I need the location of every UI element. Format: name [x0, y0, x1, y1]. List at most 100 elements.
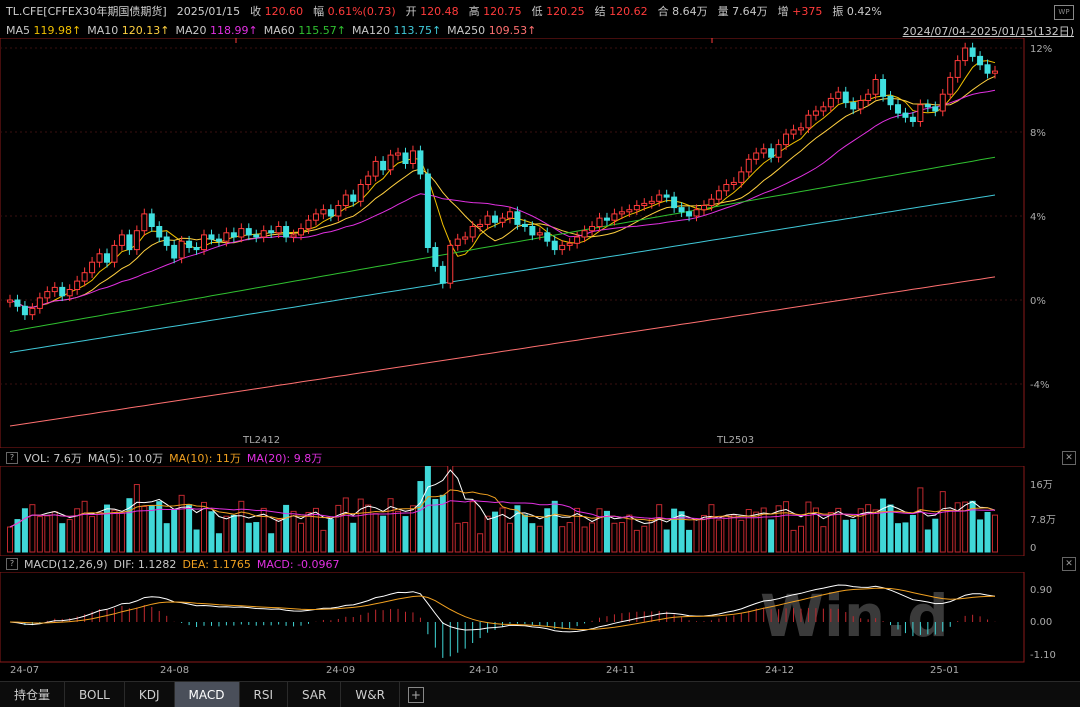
volume-bar	[89, 516, 96, 553]
macd-tick-0-90: 0.90	[1030, 585, 1052, 596]
ma10-line	[9, 75, 996, 308]
candle	[305, 219, 312, 230]
help-icon[interactable]: ?	[6, 452, 18, 464]
candle	[700, 205, 707, 211]
wp-button[interactable]: WP	[1054, 5, 1074, 20]
candle	[51, 286, 58, 293]
candle	[521, 223, 528, 227]
candle	[365, 175, 372, 186]
volume-bar	[21, 508, 28, 553]
candle	[865, 93, 872, 102]
change-value: 0.61%(0.73)	[327, 5, 396, 18]
candle	[126, 234, 133, 251]
volume-bar	[380, 515, 387, 553]
candle	[320, 209, 327, 215]
ma20-line	[9, 89, 996, 308]
volume-bar	[312, 507, 319, 553]
candle	[484, 215, 491, 225]
quote-info-bar: TL.CFE[CFFEX30年期国债期货] 2025/01/15 收 120.6…	[0, 0, 1080, 22]
candle	[133, 230, 140, 251]
volume-bar	[730, 514, 737, 553]
candle	[178, 240, 185, 259]
vol-ma5: MA(5): 10.0万	[87, 452, 164, 465]
ma-item: MA60 115.57↑	[263, 23, 346, 37]
candle	[223, 232, 230, 242]
volume-bar	[395, 510, 402, 553]
volume-bar	[656, 504, 663, 553]
tab-macd[interactable]: MACD	[174, 682, 240, 707]
candle	[342, 194, 349, 206]
tab-boll[interactable]: BOLL	[65, 682, 125, 707]
candle	[477, 223, 484, 227]
volume-bar	[268, 533, 275, 553]
dea-line	[9, 587, 996, 631]
close-volume-panel-icon[interactable]: ✕	[1062, 451, 1076, 465]
candle	[492, 215, 499, 223]
volume-bar	[947, 509, 954, 553]
x-label-24-07: 24-07	[10, 665, 39, 676]
volume-bar	[894, 523, 901, 553]
candle	[768, 148, 775, 158]
volume-bar	[365, 504, 372, 553]
tab-rsi[interactable]: RSI	[240, 682, 288, 707]
inc-label: 增	[777, 5, 789, 18]
volume-bar	[245, 522, 252, 553]
candle	[230, 232, 237, 238]
candle	[857, 100, 864, 110]
candle	[260, 230, 267, 238]
volume-bar	[559, 526, 566, 553]
volume-bar	[126, 498, 133, 553]
candle	[581, 230, 588, 238]
open-value: 120.48	[420, 5, 459, 18]
tab-kdj[interactable]: KDJ	[125, 682, 175, 707]
close-macd-panel-icon[interactable]: ✕	[1062, 557, 1076, 571]
volume-bar	[574, 507, 581, 553]
volume-bar	[111, 509, 118, 553]
candle	[14, 299, 21, 307]
price-chart[interactable]: TL2412 TL2503 12% 8% 4% 0% -4%	[0, 38, 1080, 448]
add-tab-button[interactable]: +	[407, 687, 424, 703]
help-icon[interactable]: ?	[6, 558, 18, 570]
macd-dif: DIF: 1.1282	[113, 557, 177, 571]
volume-bar	[36, 516, 43, 553]
candle	[29, 307, 36, 316]
candle	[141, 213, 148, 232]
date-range-link[interactable]: 2024/07/04-2025/01/15(132日)	[902, 25, 1074, 38]
tab-sar[interactable]: SAR	[288, 682, 342, 707]
candle	[387, 154, 394, 171]
volume-bar	[529, 523, 536, 553]
amp-label: 振	[832, 5, 844, 18]
macd-chart[interactable]: Win.d 0.90 0.00 -1.10 24-07 24-08 24-09 …	[0, 572, 1080, 681]
volume-bar	[521, 514, 528, 553]
high-label: 高	[468, 5, 480, 18]
volume-bar	[932, 518, 939, 553]
volume-bar	[715, 519, 722, 553]
volume-bar	[708, 504, 715, 553]
candle	[454, 238, 461, 246]
candle	[290, 234, 297, 238]
candle	[902, 112, 909, 118]
candle	[59, 286, 66, 297]
candle	[984, 64, 991, 74]
volume-bar	[454, 522, 461, 553]
tab-oi[interactable]: 持仓量	[0, 682, 66, 707]
candle	[74, 280, 81, 291]
inc-value: +375	[792, 5, 823, 18]
x-label-24-11: 24-11	[606, 665, 635, 676]
candle	[559, 244, 566, 251]
volume-bar	[223, 515, 230, 553]
volume-bar	[745, 509, 752, 553]
volume-bar	[171, 509, 178, 553]
tab-wr[interactable]: W&R	[341, 682, 400, 707]
amp-value: 0.42%	[846, 5, 882, 18]
candle	[514, 211, 521, 225]
candle	[372, 160, 379, 177]
candle	[253, 234, 260, 238]
candle	[268, 230, 275, 234]
candle	[738, 171, 745, 183]
volume-bar	[865, 504, 872, 553]
volume-chart[interactable]: 16万 7.8万 0	[0, 466, 1080, 556]
volume-bar	[51, 511, 58, 553]
candle	[118, 234, 125, 246]
ma-item: MA5 119.98↑	[6, 23, 82, 37]
